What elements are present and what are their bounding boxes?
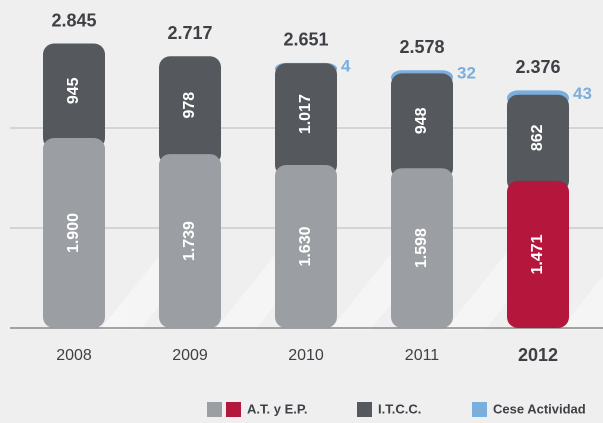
bar-segment bbox=[391, 73, 453, 180]
segment-label: 1.017 bbox=[297, 94, 314, 134]
legend-swatch bbox=[226, 402, 241, 417]
legend-swatch bbox=[207, 402, 222, 417]
total-label: 2.717 bbox=[167, 23, 212, 43]
legend-swatch bbox=[357, 402, 372, 417]
x-tick-label: 2009 bbox=[172, 347, 208, 364]
total-label: 2.845 bbox=[51, 10, 96, 30]
bar-segment bbox=[275, 165, 337, 328]
bar-segment bbox=[275, 63, 337, 176]
total-label: 2.578 bbox=[399, 37, 444, 57]
segment-label: 32 bbox=[457, 64, 476, 83]
segment-label: 948 bbox=[413, 107, 430, 134]
segment-label: 1.630 bbox=[297, 226, 314, 266]
legend-swatch bbox=[472, 402, 487, 417]
segment-label: 1.739 bbox=[181, 221, 198, 261]
segment-label: 4 bbox=[341, 56, 351, 75]
x-tick-label: 2011 bbox=[405, 347, 440, 364]
legend-label: Cese Actividad bbox=[493, 401, 586, 416]
bar-segment bbox=[507, 180, 569, 328]
bar-segment bbox=[391, 168, 453, 328]
total-label: 2.376 bbox=[515, 57, 560, 77]
x-tick-label: 2010 bbox=[288, 347, 324, 364]
legend-label: A.T. y E.P. bbox=[247, 401, 307, 416]
segment-label: 945 bbox=[65, 77, 82, 104]
legend-label: I.T.C.C. bbox=[378, 401, 421, 416]
x-tick-label: 2008 bbox=[56, 347, 92, 364]
segment-label: 43 bbox=[573, 84, 592, 103]
bar-segment bbox=[159, 154, 221, 328]
segment-label: 1.471 bbox=[529, 234, 546, 274]
segment-label: 1.598 bbox=[413, 228, 430, 268]
bar-segment bbox=[43, 138, 105, 328]
bar-segment bbox=[507, 94, 569, 192]
segment-label: 978 bbox=[181, 92, 198, 119]
segment-label: 862 bbox=[529, 124, 546, 151]
bar-segment bbox=[43, 43, 105, 149]
segment-label: 1.900 bbox=[65, 213, 82, 253]
total-label: 2.651 bbox=[283, 30, 328, 50]
bar-segment bbox=[159, 56, 221, 166]
x-tick-label: 2012 bbox=[518, 345, 558, 365]
